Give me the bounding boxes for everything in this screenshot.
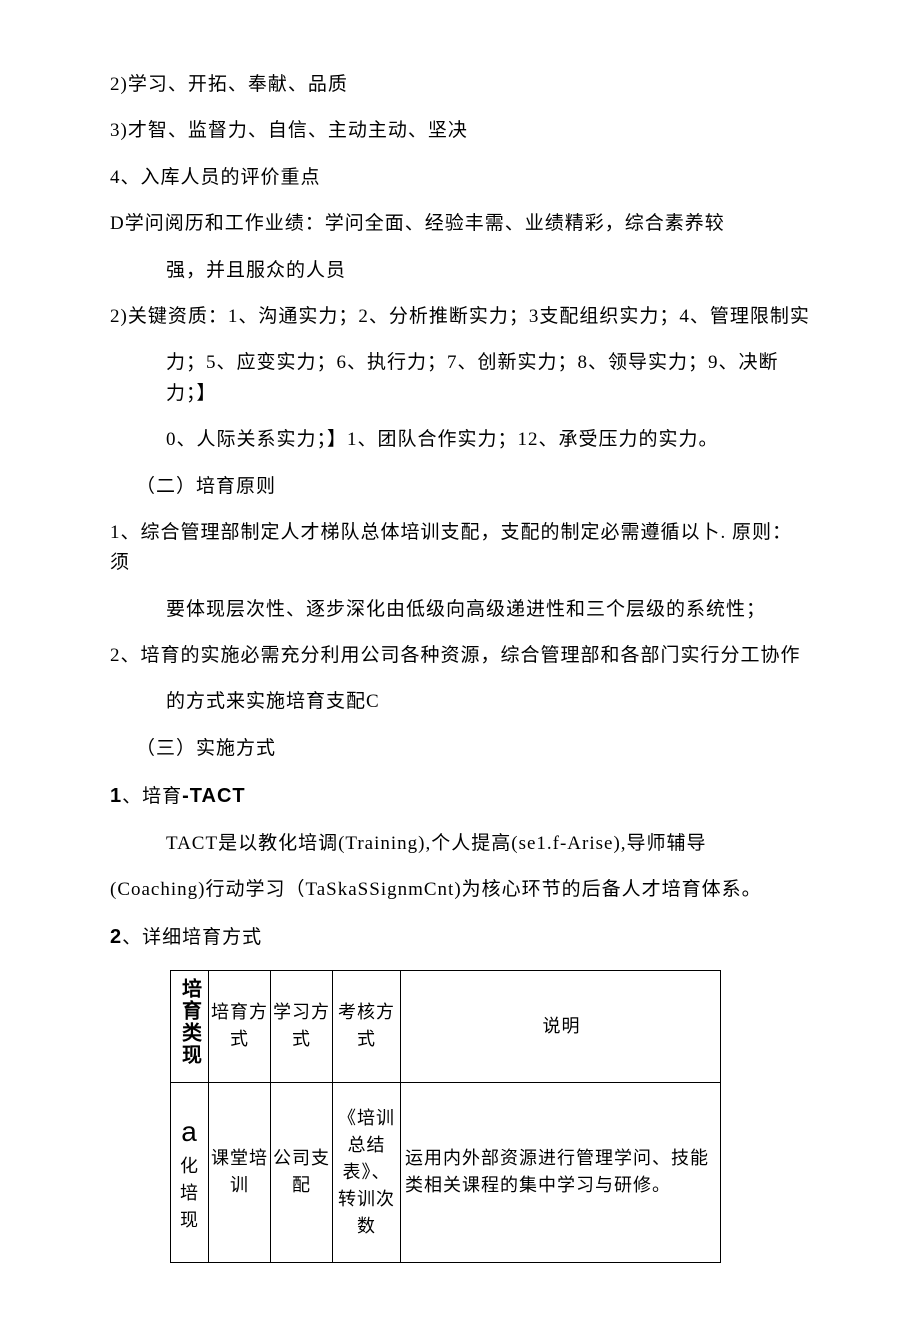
tact-desc-1: TACT是以教化培调(Training),个人提高(se1.f-Arise),导… [110, 829, 810, 859]
th-method: 培育方式 [209, 970, 271, 1082]
section-2-heading: （二）培育原则 [110, 472, 810, 502]
tact-heading: 1、培育-TACT [110, 780, 810, 812]
principle-1: 1、综合管理部制定人才梯队总体培训支配，支配的制定必需遵循以卜. 原则：须 [110, 518, 810, 579]
detail-label: 、详细培育方式 [122, 927, 262, 948]
paragraph-d: D学问阅历和工作业绩：学问全面、经验丰需、业绩精彩，综合素养较 [110, 209, 810, 239]
principle-1-cont: 要体现层次性、逐步深化由低级向高级递进性和三个层级的系统性； [110, 595, 810, 625]
td-category: a 化培现 [171, 1082, 209, 1262]
tact-desc-2: (Coaching)行动学习（TaSkaSSignmCnt)为核心环节的后备人才… [110, 875, 810, 905]
principle-2: 2、培育的实施必需充分利用公司各种资源，综合管理部和各部门实行分工协作 [110, 641, 810, 671]
td-desc: 运用内外部资源进行管理学问、技能类相关课程的集中学习与研修。 [401, 1082, 721, 1262]
td-category-rest: 化培现 [173, 1153, 206, 1234]
tact-num: 1 [110, 785, 122, 807]
td-study: 公司支配 [271, 1082, 333, 1262]
paragraph-d-cont: 强，并且服众的人员 [110, 256, 810, 286]
th-exam: 考核方式 [333, 970, 401, 1082]
list-item-2: 2)学习、开拓、奉献、品质 [110, 70, 810, 100]
tact-label: 、培育 [122, 786, 182, 807]
td-method: 课堂培训 [209, 1082, 271, 1262]
td-category-a: a [181, 1116, 198, 1147]
th-category-text: 培育类现 [175, 978, 205, 1066]
list-item-key-qual-cont2: 0、人际关系实力；】1、团队合作实力；12、承受压力的实力。 [110, 425, 810, 455]
training-table: 培育类现 培育方式 学习方式 考核方式 说明 a 化培现 课堂培训 公司支配 《… [170, 970, 721, 1263]
th-category: 培育类现 [171, 970, 209, 1082]
list-item-3: 3)才智、监督力、自信、主动主动、坚决 [110, 116, 810, 146]
detail-heading: 2、详细培育方式 [110, 921, 810, 953]
table-row: a 化培现 课堂培训 公司支配 《培训总结表》、转训次数 运用内外部资源进行管理… [171, 1082, 721, 1262]
th-study: 学习方式 [271, 970, 333, 1082]
tact-suffix: -TACT [182, 785, 246, 807]
list-item-key-qual: 2)关键资质：1、沟通实力；2、分析推断实力；3支配组织实力；4、管理限制实 [110, 302, 810, 332]
list-item-4: 4、入库人员的评价重点 [110, 163, 810, 193]
th-desc: 说明 [401, 970, 721, 1082]
principle-2-cont: 的方式来实施培育支配C [110, 687, 810, 717]
detail-num: 2 [110, 926, 122, 948]
td-exam: 《培训总结表》、转训次数 [333, 1082, 401, 1262]
section-3-heading: （三）实施方式 [110, 734, 810, 764]
list-item-key-qual-cont1: 力；5、应变实力；6、执行力；7、创新实力；8、领导实力；9、决断力；】 [110, 348, 810, 409]
table-header-row: 培育类现 培育方式 学习方式 考核方式 说明 [171, 970, 721, 1082]
